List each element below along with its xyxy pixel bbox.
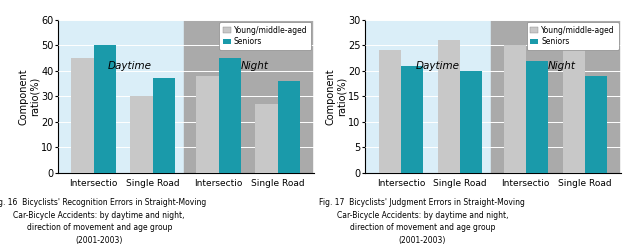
Bar — [196, 76, 218, 173]
Bar — [460, 71, 482, 173]
Bar — [218, 58, 241, 173]
Bar — [563, 35, 585, 173]
Bar — [131, 96, 153, 173]
Bar — [278, 81, 300, 173]
Y-axis label: Component
ratio(%): Component ratio(%) — [325, 68, 347, 125]
Bar — [153, 79, 175, 173]
Bar — [72, 58, 93, 173]
Bar — [504, 45, 525, 173]
Bar — [59, 20, 188, 173]
Text: Daytime: Daytime — [108, 61, 152, 71]
Text: Night: Night — [241, 61, 269, 71]
Text: Fig. 16  Bicyclists' Recognition Errors in Straight-Moving
Car-Bicycle Accidents: Fig. 16 Bicyclists' Recognition Errors i… — [0, 198, 206, 245]
Legend: Young/middle-aged, Seniors: Young/middle-aged, Seniors — [220, 22, 311, 50]
Legend: Young/middle-aged, Seniors: Young/middle-aged, Seniors — [527, 22, 618, 50]
Bar — [401, 66, 423, 173]
Bar — [366, 20, 495, 173]
Bar — [438, 40, 460, 173]
Bar — [525, 61, 548, 173]
Text: Fig. 17  Bicyclists' Judgment Errors in Straight-Moving
Car-Bicycle Accidents: b: Fig. 17 Bicyclists' Judgment Errors in S… — [319, 198, 525, 245]
Bar — [184, 20, 312, 173]
Text: Daytime: Daytime — [415, 61, 460, 71]
Bar — [379, 50, 401, 173]
Y-axis label: Component
ratio(%): Component ratio(%) — [18, 68, 40, 125]
Bar — [255, 104, 278, 173]
Bar — [93, 45, 116, 173]
Bar — [491, 20, 620, 173]
Text: Night: Night — [548, 61, 576, 71]
Bar — [585, 76, 607, 173]
